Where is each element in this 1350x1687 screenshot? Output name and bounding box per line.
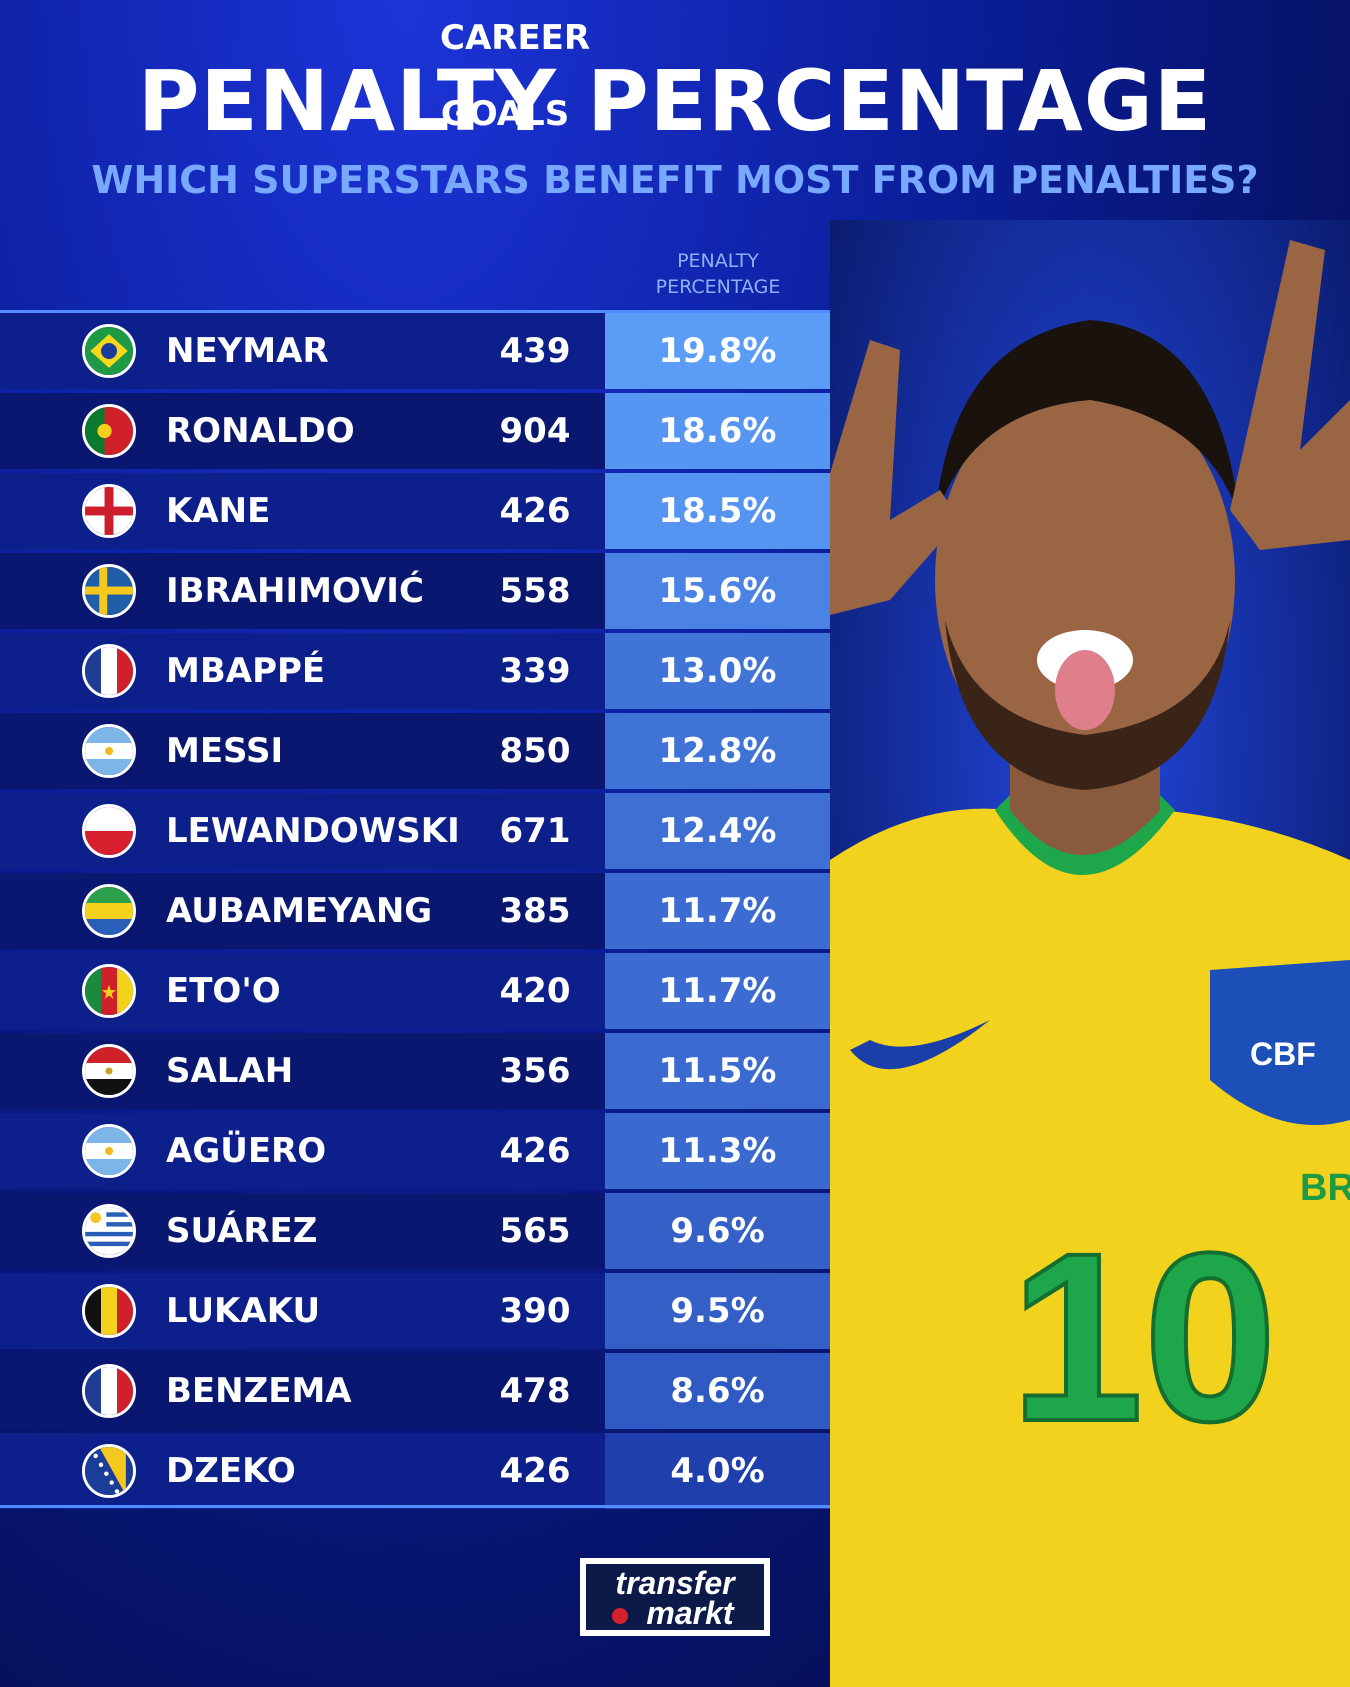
player-name: AGÜERO	[166, 1131, 327, 1171]
penalty-percentage-header-line2: PERCENTAGE	[655, 276, 781, 298]
cbf-crest-icon: CBF	[1210, 960, 1350, 1125]
table-row: LEWANDOWSKI 671 12.4%	[0, 793, 830, 869]
career-goals-value: 426	[499, 1131, 571, 1171]
svg-text:transfer: transfer	[615, 1565, 736, 1601]
table-row: LUKAKU 390 9.5%	[0, 1273, 830, 1349]
penalty-percentage-value: 11.7%	[605, 953, 830, 1029]
player-name: KANE	[166, 491, 271, 531]
career-goals-value: 390	[499, 1291, 571, 1331]
career-goals-value: 426	[499, 1451, 571, 1491]
player-name: AUBAMEYANG	[166, 891, 433, 931]
career-goals-value: 478	[499, 1371, 571, 1411]
ranking-table: NEYMAR 439 19.8% RONALDO 904 18.6% KANE 426 18.5…	[0, 313, 830, 1513]
table-row: AGÜERO 426 11.3%	[0, 1113, 830, 1189]
egypt-flag-icon	[82, 1044, 136, 1098]
table-row: ETO'O 420 11.7%	[0, 953, 830, 1029]
penalty-percentage-value: 11.3%	[605, 1113, 830, 1189]
table-row: SALAH 356 11.5%	[0, 1033, 830, 1109]
table-row: MESSI 850 12.8%	[0, 713, 830, 789]
player-name: RONALDO	[166, 411, 355, 451]
penalty-percentage-value: 11.7%	[605, 873, 830, 949]
player-name: MESSI	[166, 731, 284, 771]
cameroon-flag-icon	[82, 964, 136, 1018]
table-row: IBRAHIMOVIĆ 558 15.6%	[0, 553, 830, 629]
page-subtitle: WHICH SUPERSTARS BENEFIT MOST FROM PENAL…	[91, 158, 1259, 202]
bosnia-flag-icon	[82, 1444, 136, 1498]
brazil-flag-icon	[82, 324, 136, 378]
poland-flag-icon	[82, 804, 136, 858]
player-name: LUKAKU	[166, 1291, 321, 1331]
belgium-flag-icon	[82, 1284, 136, 1338]
table-bottom-divider	[0, 1505, 830, 1508]
jersey-number: 10	[1010, 1203, 1277, 1471]
player-illustration: CBF BR 10	[830, 220, 1350, 1687]
england-flag-icon	[82, 484, 136, 538]
table-top-divider	[0, 310, 830, 313]
table-row: MBAPPÉ 339 13.0%	[0, 633, 830, 709]
jersey-country-text: BR	[1300, 1167, 1350, 1209]
svg-text:markt: markt	[646, 1595, 735, 1631]
career-goals-header-line2: GOALS	[440, 94, 570, 134]
player-name: IBRAHIMOVIĆ	[166, 571, 424, 611]
career-goals-value: 904	[499, 411, 571, 451]
player-name: SALAH	[166, 1051, 294, 1091]
career-goals-value: 558	[499, 571, 571, 611]
career-goals-value: 671	[499, 811, 571, 851]
player-name: SUÁREZ	[166, 1211, 318, 1251]
penalty-percentage-value: 18.6%	[605, 393, 830, 469]
table-row: RONALDO 904 18.6%	[0, 393, 830, 469]
career-goals-value: 420	[499, 971, 571, 1011]
table-row: AUBAMEYANG 385 11.7%	[0, 873, 830, 949]
table-row: SUÁREZ 565 9.6%	[0, 1193, 830, 1269]
penalty-percentage-value: 18.5%	[605, 473, 830, 549]
career-goals-value: 356	[499, 1051, 571, 1091]
penalty-percentage-value: 8.6%	[605, 1353, 830, 1429]
table-row: NEYMAR 439 19.8%	[0, 313, 830, 389]
penalty-percentage-value: 15.6%	[605, 553, 830, 629]
gabon-flag-icon	[82, 884, 136, 938]
career-goals-value: 385	[499, 891, 571, 931]
penalty-percentage-value: 9.5%	[605, 1273, 830, 1349]
penalty-percentage-value: 9.6%	[605, 1193, 830, 1269]
career-goals-value: 565	[499, 1211, 571, 1251]
france-flag-icon	[82, 644, 136, 698]
transfermarkt-logo: transfer markt	[580, 1558, 770, 1636]
penalty-percentage-value: 19.8%	[605, 313, 830, 389]
portugal-flag-icon	[82, 404, 136, 458]
career-goals-value: 439	[499, 331, 571, 371]
penalty-percentage-value: 12.8%	[605, 713, 830, 789]
sweden-flag-icon	[82, 564, 136, 618]
penalty-percentage-value: 11.5%	[605, 1033, 830, 1109]
penalty-percentage-header-line1: PENALTY	[677, 250, 759, 272]
crest-label: CBF	[1250, 1036, 1316, 1072]
career-goals-value: 850	[499, 731, 571, 771]
career-goals-column-header: CAREER GOALS	[440, 0, 591, 152]
table-row: KANE 426 18.5%	[0, 473, 830, 549]
player-name: LEWANDOWSKI	[166, 811, 460, 851]
page-title: PENALTY PERCENTAGE	[137, 52, 1213, 150]
career-goals-value: 426	[499, 491, 571, 531]
player-name: NEYMAR	[166, 331, 329, 371]
career-goals-header-line1: CAREER	[440, 18, 591, 58]
table-row: BENZEMA 478 8.6%	[0, 1353, 830, 1429]
player-name: BENZEMA	[166, 1371, 352, 1411]
argentina-flag-icon	[82, 1124, 136, 1178]
penalty-percentage-value: 12.4%	[605, 793, 830, 869]
penalty-percentage-column-header: PENALTY PERCENTAGE	[618, 248, 818, 300]
player-photo: CBF BR 10	[830, 220, 1350, 1687]
player-name: DZEKO	[166, 1451, 296, 1491]
penalty-percentage-value: 13.0%	[605, 633, 830, 709]
france-flag-icon	[82, 1364, 136, 1418]
argentina-flag-icon	[82, 724, 136, 778]
table-row: DZEKO 426 4.0%	[0, 1433, 830, 1509]
penalty-percentage-value: 4.0%	[605, 1433, 830, 1509]
player-name: MBAPPÉ	[166, 651, 326, 691]
player-name: ETO'O	[166, 971, 281, 1011]
uruguay-flag-icon	[82, 1204, 136, 1258]
career-goals-value: 339	[499, 651, 571, 691]
